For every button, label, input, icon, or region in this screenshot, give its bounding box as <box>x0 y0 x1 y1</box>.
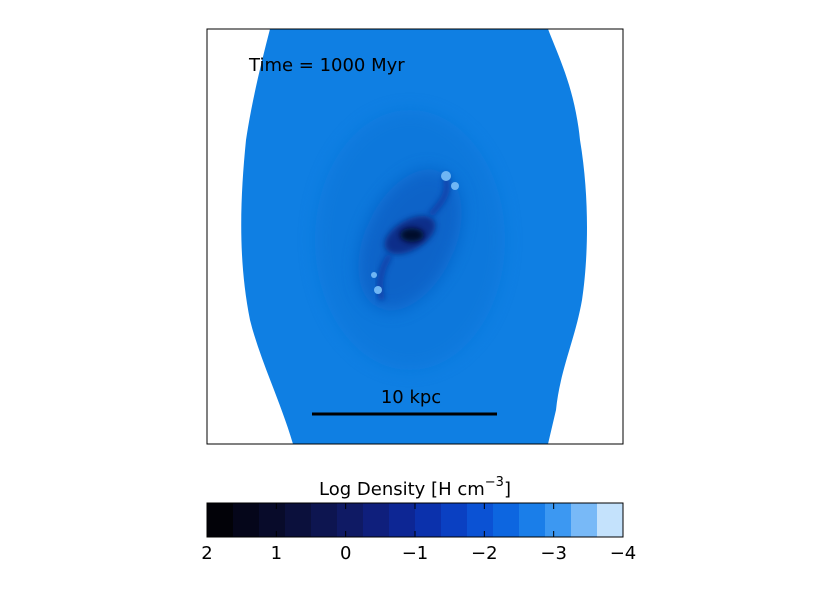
density-map <box>207 29 623 444</box>
colorbar-tick-label: −4 <box>610 543 637 564</box>
colorbar-segment <box>311 503 338 537</box>
colorbar-tick-label: −3 <box>540 543 567 564</box>
label-text: Log Density [H cm <box>319 479 485 500</box>
colorbar-tick-label: −2 <box>471 543 498 564</box>
colorbar-segment <box>259 503 286 537</box>
colorbar-label: Log Density [H cm−3] <box>319 475 511 500</box>
colorbar-segment <box>337 503 364 537</box>
colorbar-tick-label: 2 <box>201 543 212 564</box>
colorbar-segment <box>233 503 260 537</box>
colorbar-segment <box>363 503 390 537</box>
colorbar-segment <box>493 503 520 537</box>
colorbar-segment <box>545 503 572 537</box>
colorbar <box>207 503 624 537</box>
colorbar-segment <box>519 503 546 537</box>
colorbar-segment <box>597 503 624 537</box>
colorbar-segment <box>207 503 234 537</box>
colorbar-segment <box>441 503 468 537</box>
label-close: ] <box>504 479 511 500</box>
colorbar-segment <box>415 503 442 537</box>
colorbar-segment <box>571 503 598 537</box>
colorbar-tick-label: 0 <box>340 543 351 564</box>
colorbar-tick-label: −1 <box>402 543 429 564</box>
colorbar-segment <box>467 503 494 537</box>
colorbar-segment <box>389 503 416 537</box>
scale-label: 10 kpc <box>381 387 441 408</box>
label-sup: −3 <box>485 475 504 490</box>
panel-frame <box>206 28 624 445</box>
colorbar-segment <box>285 503 312 537</box>
time-label: Time = 1000 Myr <box>248 55 405 76</box>
colorbar-tick-label: 1 <box>271 543 282 564</box>
